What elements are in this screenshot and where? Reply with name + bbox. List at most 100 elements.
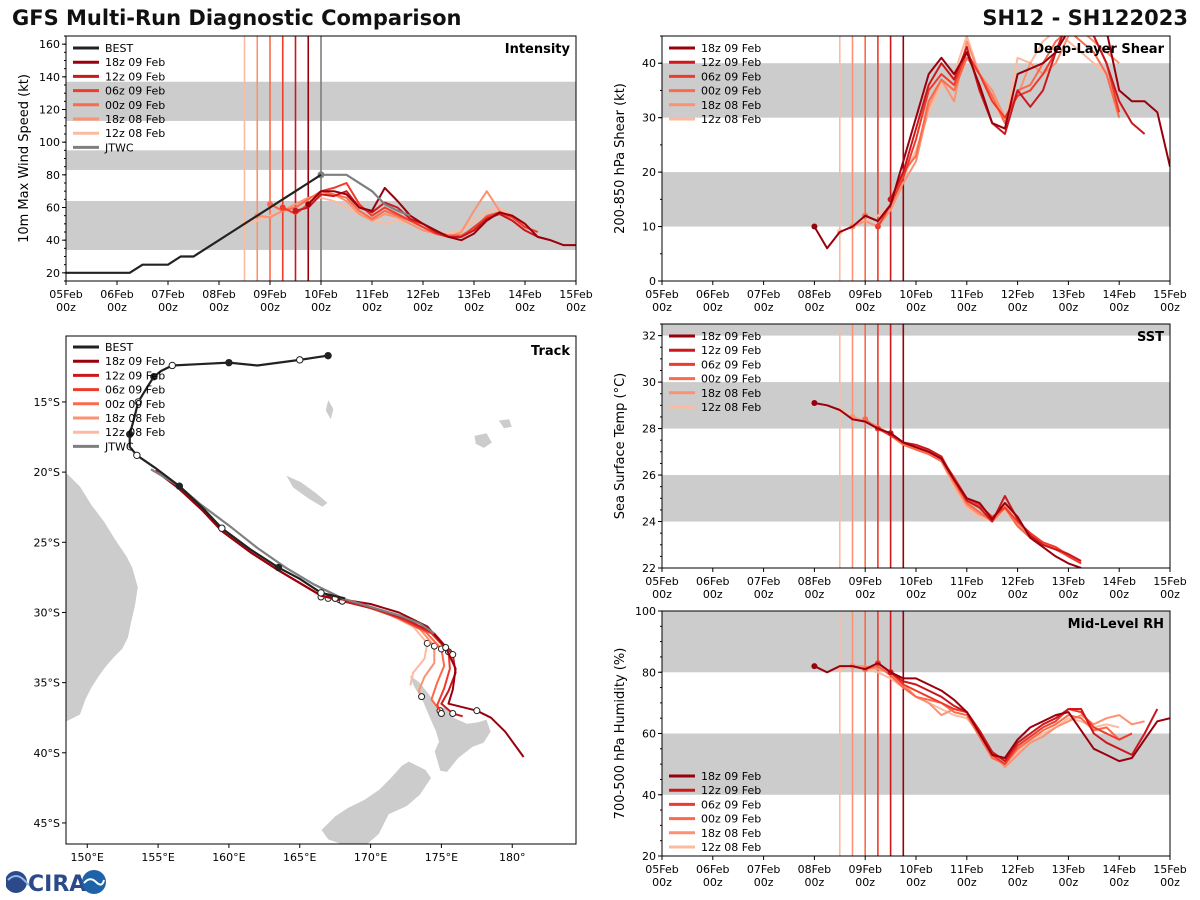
rh-series-00z-09-feb [864, 665, 1133, 766]
rh-x-tick-label-line: 00z [957, 876, 977, 889]
sst-x-tick-label: 12Feb 00z [1001, 575, 1034, 601]
sst-y-axis-label: Sea Surface Temp (°C) [613, 373, 628, 520]
rh-x-tick-label-line: 00z [754, 876, 774, 889]
rh-x-tick-label-line: 00z [703, 876, 723, 889]
best-track-marker [317, 589, 325, 597]
track-y-tick-label: 35°S [34, 677, 60, 690]
rh-x-tick-label: 14Feb 00z [1102, 863, 1135, 889]
best-track-marker [218, 524, 226, 532]
intensity-legend-entry: 06z 09 Feb [105, 85, 165, 98]
rh-x-tick-label: 11Feb 00z [950, 863, 983, 889]
sst-y-tick-label: 22 [642, 562, 656, 575]
intensity-y-tick-label: 60 [46, 202, 60, 215]
intensity-series-jtwc [321, 173, 411, 217]
rh-y-tick-label: 80 [642, 666, 656, 679]
land-new-caledonia [284, 474, 329, 508]
shear-x-tick-label: 09Feb 00z [848, 288, 881, 314]
shear-x-tick-label-line: 13Feb [1052, 288, 1085, 301]
rh-x-tick-label-line: 00z [1109, 876, 1129, 889]
shear-x-tick-label: 15Feb 00z [1153, 288, 1186, 314]
land-new-zealand-north [407, 673, 492, 773]
track-point-marker [449, 709, 457, 717]
intensity-plot-area [66, 36, 576, 281]
shear-x-tick-label: 10Feb 00z [899, 288, 932, 314]
sst-x-tick-label: 15Feb 00z [1153, 575, 1186, 601]
rh-x-tick-label-line: 00z [1160, 876, 1180, 889]
intensity-y-tick-label: 20 [46, 267, 60, 280]
intensity-x-tick-label-line: 15Feb [559, 288, 592, 301]
intensity-x-tick-label-line: 00z [107, 301, 127, 314]
shear-x-tick-label-line: 10Feb [899, 288, 932, 301]
intensity-x-tick-label-line: 00z [56, 301, 76, 314]
intensity-x-tick-label-line: 06Feb [100, 288, 133, 301]
sst-band [662, 324, 1170, 336]
shear-x-tick-label: 12Feb 00z [1001, 288, 1034, 314]
track-legend-entry: BEST [105, 341, 133, 354]
intensity-x-tick-label: 08Feb 00z [202, 288, 235, 314]
sst-x-tick-label-line: 08Feb [798, 575, 831, 588]
sst-series-12z-09-feb [890, 432, 1082, 562]
sst-x-tick-label-line: 00z [1059, 588, 1079, 601]
sst-y-tick-label: 24 [642, 516, 656, 529]
intensity-legend-entry: 18z 08 Feb [105, 113, 165, 126]
sst-x-tick-label-line: 00z [754, 588, 774, 601]
rh-series-18z-09-feb [813, 662, 1170, 763]
shear-x-tick-label-line: 00z [957, 301, 977, 314]
land-vanuatu [324, 398, 335, 422]
shear-x-tick-label-line: 12Feb [1001, 288, 1034, 301]
rh-x-tick-label-line: 00z [855, 876, 875, 889]
shear-series-12z-09-feb [889, 36, 1146, 200]
sst-legend-entry: 06z 09 Feb [701, 358, 761, 371]
intensity-y-tick-label: 40 [46, 234, 60, 247]
rh-y-tick-label: 60 [642, 728, 656, 741]
rh-x-tick-label-line: 00z [1059, 876, 1079, 889]
storm-id: SH12 - SH122023 [982, 6, 1188, 30]
sst-legend-entry: 18z 08 Feb [701, 387, 761, 400]
cira-logo-text: CIRA [28, 872, 86, 897]
shear-x-tick-label-line: 00z [805, 301, 825, 314]
intensity-x-tick-label-line: 00z [311, 301, 331, 314]
sst-x-tick-label: 07Feb 00z [747, 575, 780, 601]
intensity-x-tick-label: 14Feb 00z [508, 288, 541, 314]
rh-x-tick-label: 10Feb 00z [899, 863, 932, 889]
sst-x-tick-label-line: 10Feb [899, 575, 932, 588]
intensity-x-tick-label-line: 14Feb [508, 288, 541, 301]
track-series-best [128, 354, 346, 600]
shear-y-tick-label: 30 [642, 112, 656, 125]
intensity-x-tick-label: 12Feb 00z [406, 288, 439, 314]
shear-x-tick-label: 11Feb 00z [950, 288, 983, 314]
sst-series-18z-09-feb-start-marker [811, 400, 818, 407]
best-track-marker [133, 451, 141, 459]
rh-x-tick-label-line: 11Feb [950, 863, 983, 876]
best-track-marker [150, 372, 158, 381]
best-track-marker [126, 430, 134, 438]
intensity-x-tick-label-line: 13Feb [457, 288, 490, 301]
shear-legend-entry: 06z 09 Feb [701, 70, 761, 83]
rh-x-tick-label-line: 00z [1008, 876, 1028, 889]
shear-x-tick-label-line: 05Feb [645, 288, 678, 301]
land-new-zealand-south [320, 760, 432, 844]
intensity-x-tick-label: 07Feb 00z [151, 288, 184, 314]
track-x-tick-label: 165°E [283, 851, 316, 864]
rh-legend-entry: 18z 09 Feb [701, 770, 761, 783]
intensity-x-tick-label-line: 00z [566, 301, 586, 314]
rh-x-tick-label: 13Feb 00z [1052, 863, 1085, 889]
track-legend-entry: 18z 08 Feb [105, 412, 165, 425]
intensity-x-tick-label-line: 12Feb [406, 288, 439, 301]
intensity-legend-entry: JTWC [104, 141, 134, 154]
cira-globe-swoosh [7, 875, 31, 887]
best-track-marker [274, 563, 283, 572]
shear-series-18z-08-feb [852, 36, 1120, 228]
sst-panel-title: SST [1137, 330, 1164, 345]
intensity-series-best [66, 173, 322, 274]
shear-series-06z-09-feb-start-marker [874, 223, 881, 230]
shear-y-tick-label: 40 [642, 57, 656, 70]
shear-band [662, 63, 1170, 118]
intensity-series-12z-09-feb-start-marker [292, 207, 299, 214]
intensity-panel-title: Intensity [505, 42, 571, 57]
